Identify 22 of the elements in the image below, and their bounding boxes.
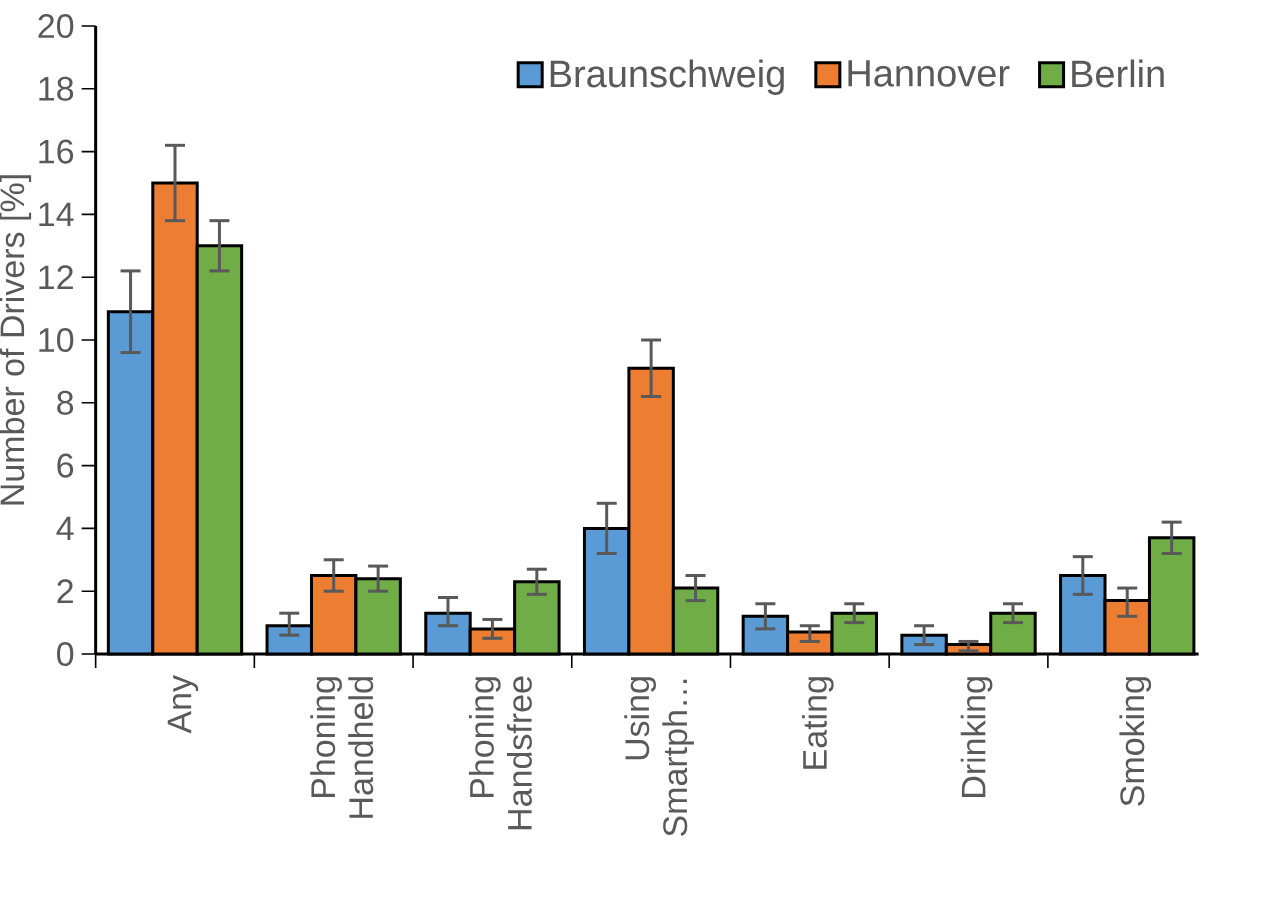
y-tick-label: 8	[57, 390, 74, 415]
x-tick-label: Smoking	[1119, 677, 1152, 806]
x-tick-label: Phoning Handsfree	[468, 676, 532, 830]
x-tick-label: Any	[167, 675, 199, 734]
x-tick-label: Eating	[801, 677, 834, 769]
y-tick-label: 18	[39, 76, 74, 101]
y-tick-label: 14	[39, 202, 74, 227]
y-tick-label: 6	[57, 453, 74, 478]
legend-label: Braunschweig	[550, 59, 784, 95]
x-tick-label: Phoning Handheld	[310, 677, 374, 818]
x-tick-label: Drinking	[960, 677, 993, 797]
y-tick-label: 20	[38, 13, 74, 39]
y-axis-title: Number of Drivers [%]	[0, 175, 32, 505]
y-tick-label: 4	[56, 516, 74, 541]
y-tick-label: 2	[57, 579, 73, 604]
y-tick-label: 16	[39, 139, 74, 164]
x-tick-label: Using Smartph…	[624, 677, 694, 837]
y-tick-label: 0	[57, 641, 74, 667]
y-tick-label: 12	[39, 265, 73, 290]
y-tick-label: 10	[39, 327, 74, 353]
legend-label: Berlin	[1072, 59, 1164, 88]
legend-label: Hannover	[848, 60, 1010, 87]
